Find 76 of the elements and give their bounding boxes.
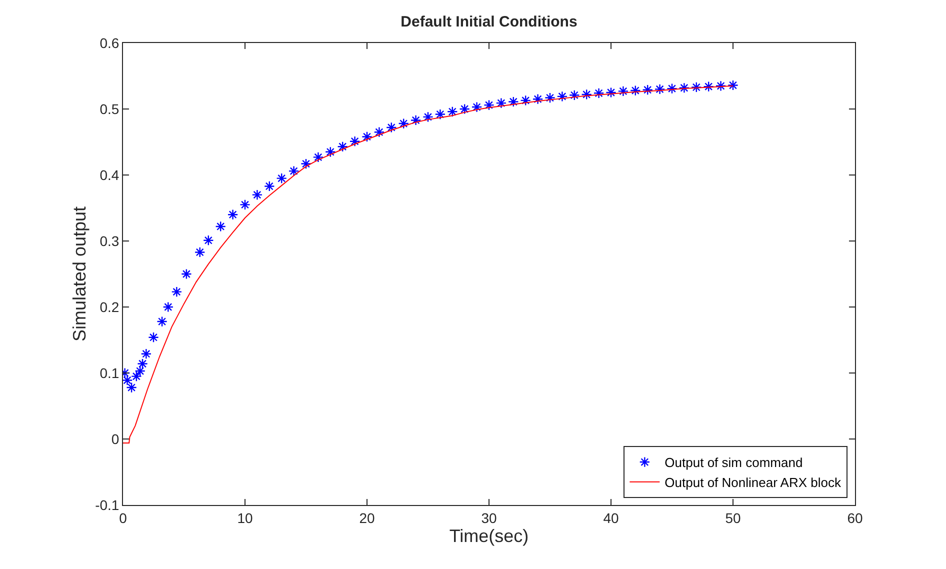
point	[264, 180, 275, 192]
point	[337, 141, 348, 152]
y-axis-title: Simulated output	[69, 206, 90, 342]
x-tick-label: 50	[725, 510, 741, 526]
y-tick-label: 0.1	[100, 364, 120, 381]
point	[520, 95, 531, 106]
point	[148, 332, 159, 343]
point	[181, 268, 192, 280]
point	[126, 382, 137, 393]
y-tick-label: 0.4	[100, 166, 120, 183]
y-tick-label: 0.2	[100, 298, 120, 315]
y-tick-label: 0.5	[100, 100, 120, 117]
x-tick-label: 10	[237, 510, 253, 526]
point	[410, 114, 422, 126]
y-tick-label: 0	[111, 430, 120, 447]
x-tick-label: 20	[359, 510, 375, 526]
point	[227, 209, 238, 220]
y-tick-label: 0.6	[100, 34, 120, 51]
chart-title: Default Initial Conditions	[400, 13, 578, 30]
point	[728, 80, 738, 91]
point	[156, 316, 168, 327]
point	[312, 152, 324, 163]
point	[447, 106, 458, 118]
point	[496, 98, 507, 108]
point	[349, 136, 360, 147]
point	[606, 87, 616, 98]
point	[137, 358, 148, 370]
point	[325, 146, 336, 158]
point	[194, 246, 206, 258]
y-tick-label: 0.3	[100, 232, 120, 249]
point	[654, 84, 666, 95]
point	[471, 102, 482, 112]
point	[556, 91, 568, 102]
point	[252, 189, 263, 200]
point	[140, 348, 152, 360]
point	[131, 370, 142, 382]
x-tick-label: 60	[847, 510, 863, 526]
legend-label: Output of Nonlinear ARX block	[664, 474, 842, 490]
point	[386, 122, 397, 133]
point	[134, 366, 146, 376]
point	[203, 234, 214, 246]
point	[459, 104, 470, 114]
x-axis-title: Time(sec)	[449, 526, 529, 546]
point	[162, 302, 174, 312]
point	[171, 286, 182, 298]
point	[678, 82, 690, 94]
point	[618, 86, 629, 97]
point	[434, 108, 446, 120]
legend-label: Output of sim command	[664, 455, 803, 470]
x-tick-label: 30	[481, 510, 497, 526]
point	[276, 172, 287, 184]
x-tick-label: 40	[603, 510, 619, 526]
y-tick-label: -0.1	[95, 496, 120, 513]
point	[544, 92, 556, 104]
point	[398, 118, 409, 129]
point	[123, 374, 133, 386]
point	[362, 131, 372, 142]
point	[508, 96, 519, 108]
point	[288, 166, 300, 176]
point	[240, 199, 250, 210]
point	[715, 80, 726, 92]
point	[484, 100, 494, 110]
line-series	[123, 85, 734, 444]
point	[666, 83, 678, 94]
point	[691, 82, 702, 93]
point	[532, 94, 544, 104]
point	[703, 81, 714, 92]
point	[215, 221, 226, 232]
point	[300, 158, 312, 170]
point	[593, 88, 604, 99]
point	[581, 89, 592, 100]
point	[374, 126, 385, 138]
point	[569, 90, 580, 101]
point	[422, 112, 434, 122]
point	[630, 85, 641, 96]
point	[642, 84, 653, 96]
